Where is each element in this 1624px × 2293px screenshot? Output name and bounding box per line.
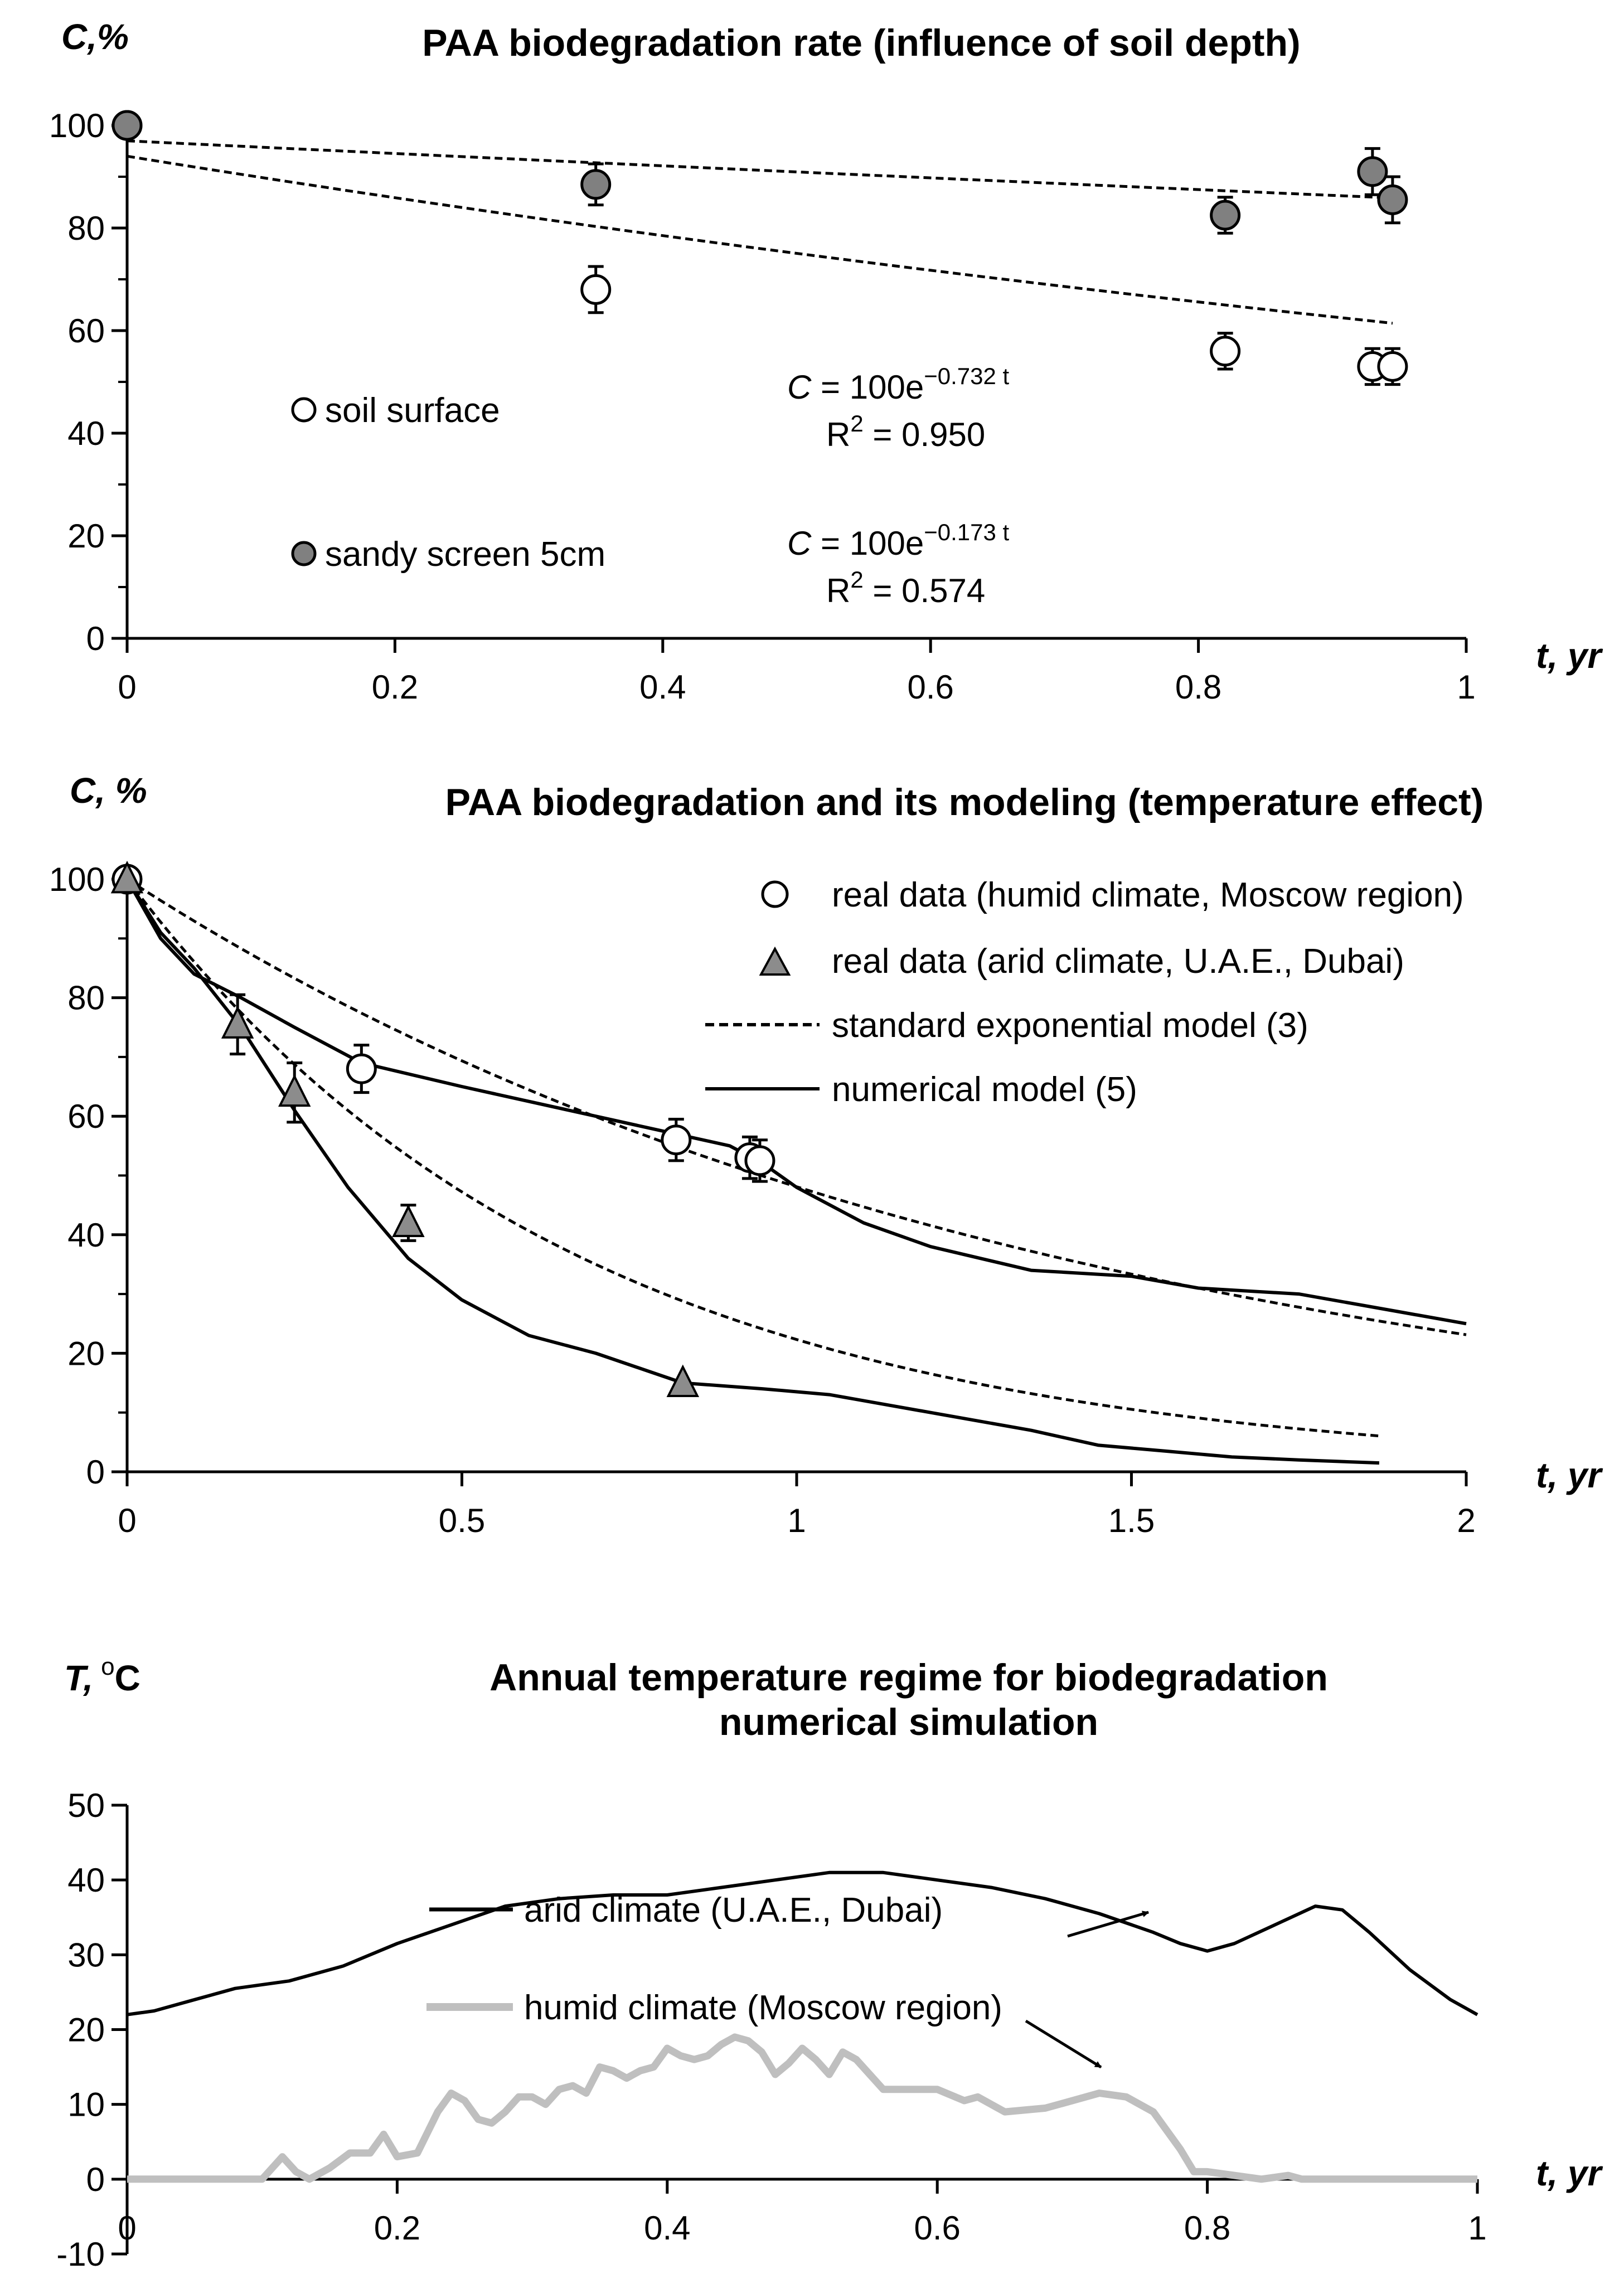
chart3-lines [127,1870,1478,2183]
chart3-humid-line [127,2033,1477,2183]
chart2-legend-exponential: standard exponential model (3) [832,1006,1308,1045]
chart3-axes: -10 0 10 20 30 40 50 0 0.2 0.4 0.6 0.8 1 [56,1787,1486,2273]
chart1-xlabel: t, yr [1536,636,1603,676]
chart3-legend-arid: arid climate (U.A.E., Dubai) [524,1891,943,1930]
chart1-x-tick-label: 1 [1457,668,1475,706]
chart1-r2-1: R2 = 0.950 [826,410,985,453]
chart3-x-tick-label: 0.2 [374,2209,420,2247]
chart3-x-tick-label: 0.4 [644,2209,690,2247]
chart1-y-tick-label: 0 [86,620,105,657]
chart1-point-soil-surface [1377,351,1408,382]
chart2-point-arid [110,860,144,894]
chart1-legend-open-marker [291,397,317,423]
chart1-point-sandy-screen [1377,184,1408,215]
chart1-y-tick-label: 40 [67,415,105,452]
chart1-point-sandy-screen [1210,200,1241,231]
chart3-y-tick-label: 50 [67,1787,105,1824]
chart2-title: PAA biodegradation and its modeling (tem… [445,781,1484,823]
chart2-exp-arid-line [126,878,1380,1438]
chart2-legend-numerical: numerical model (5) [832,1070,1137,1109]
chart1-x-tick-label: 0.4 [639,668,686,706]
chart1-y-tick-label: 100 [49,107,105,144]
chart1-fit-lines [127,139,1393,325]
chart2-legend-arid-marker [759,946,791,976]
chart-temperature-regime: T, oC Annual temperature regime for biode… [56,1653,1603,2273]
chart3-y-tick-label: 30 [67,1936,105,1974]
chart1-fit-line-1 [127,139,1393,200]
chart1-ylabel: C,% [61,17,129,57]
chart2-x-tick-label: 1.5 [1108,1502,1155,1539]
chart1-title: PAA biodegradation rate (influence of so… [422,22,1300,64]
chart2-axes: 0 20 40 60 80 100 0 0.5 1 1.5 2 [49,861,1476,1539]
chart1-x-tick-label: 0.6 [907,668,953,706]
chart3-ylabel: T, oC [64,1653,140,1698]
chart2-point-arid [666,1364,700,1397]
chart2-num-arid-line [125,878,1380,1465]
chart2-point-humid [661,1124,692,1156]
chart3-y-tick-label: 20 [67,2011,105,2049]
chart-soil-depth: C,% PAA biodegradation rate (influence o… [49,17,1603,706]
chart3-x-tick-label: 0 [118,2209,136,2247]
chart3-xlabel: t, yr [1536,2153,1603,2193]
chart2-y-tick-label: 80 [67,980,105,1017]
chart3-humid-arrow [1025,2019,1102,2069]
chart3-x-tick-label: 0.8 [1184,2209,1230,2247]
chart2-xlabel: t, yr [1536,1455,1603,1495]
chart2-y-tick-label: 60 [67,1098,105,1135]
chart3-y-tick-label: 0 [86,2161,105,2198]
chart1-axes: 0 20 40 60 80 100 0 0.2 0.4 0.6 0.8 1 [49,107,1476,706]
chart1-points [112,110,1408,386]
chart1-fit-line-0 [127,154,1393,325]
chart1-point-sandy-screen [1357,156,1388,187]
chart1-point-soil-surface [580,274,612,305]
chart1-point-sandy-screen [580,169,612,200]
chart3-arid-line [127,1870,1478,2016]
chart1-eq2: C = 100e−0.173 t [787,519,1010,562]
chart2-point-humid [346,1053,377,1084]
chart-temperature-effect: C, % PAA biodegradation and its modeling… [49,770,1603,1539]
chart1-y-tick-label: 20 [67,517,105,555]
chart2-x-tick-label: 0.5 [439,1502,485,1539]
chart2-x-tick-label: 0 [118,1502,136,1539]
chart1-legend-filled-marker [291,541,317,566]
chart2-y-tick-label: 40 [67,1216,105,1254]
chart3-y-tick-label: 10 [67,2086,105,2124]
chart1-eq1: C = 100e−0.732 t [787,363,1010,406]
chart2-point-arid [221,1006,254,1039]
chart1-y-tick-label: 80 [67,210,105,247]
chart2-x-tick-label: 1 [787,1502,806,1539]
chart3-x-tick-label: 0.6 [914,2209,960,2247]
chart3-legend-humid: humid climate (Moscow region) [524,1989,1002,2027]
chart2-legend-humid-marker [761,880,789,908]
chart2-point-arid [278,1074,311,1107]
chart2-legend-real-arid: real data (arid climate, U.A.E., Dubai) [832,942,1404,981]
chart1-legend-sandy-screen: sandy screen 5cm [325,535,605,574]
chart1-x-tick-label: 0 [118,668,136,706]
chart2-ylabel: C, % [70,770,147,811]
chart2-y-tick-label: 0 [86,1453,105,1491]
chart1-x-tick-label: 0.2 [372,668,418,706]
chart2-y-tick-label: 20 [67,1335,105,1372]
chart3-title-line2: numerical simulation [719,1701,1098,1743]
chart2-point-humid [744,1145,775,1176]
chart2-y-tick-label: 100 [49,861,105,898]
chart2-x-tick-label: 2 [1457,1502,1475,1539]
chart2-legend-real-humid: real data (humid climate, Moscow region) [832,876,1464,914]
chart1-point-soil-surface [1210,336,1241,367]
chart1-r2-2: R2 = 0.574 [826,566,985,609]
chart3-y-tick-label: 40 [67,1861,105,1899]
chart3-title: Annual temperature regime for biodegrada… [489,1656,1328,1699]
chart2-points [110,860,775,1397]
chart1-point-sandy-screen [112,110,143,141]
chart2-point-arid [392,1204,425,1237]
chart1-legend-soil-surface: soil surface [325,391,500,430]
chart1-x-tick-label: 0.8 [1175,668,1221,706]
chart3-y-tick-label: -10 [56,2236,105,2273]
chart1-y-tick-label: 60 [67,312,105,350]
chart3-arid-arrow [1067,1911,1150,1938]
chart3-x-tick-label: 1 [1468,2209,1486,2247]
